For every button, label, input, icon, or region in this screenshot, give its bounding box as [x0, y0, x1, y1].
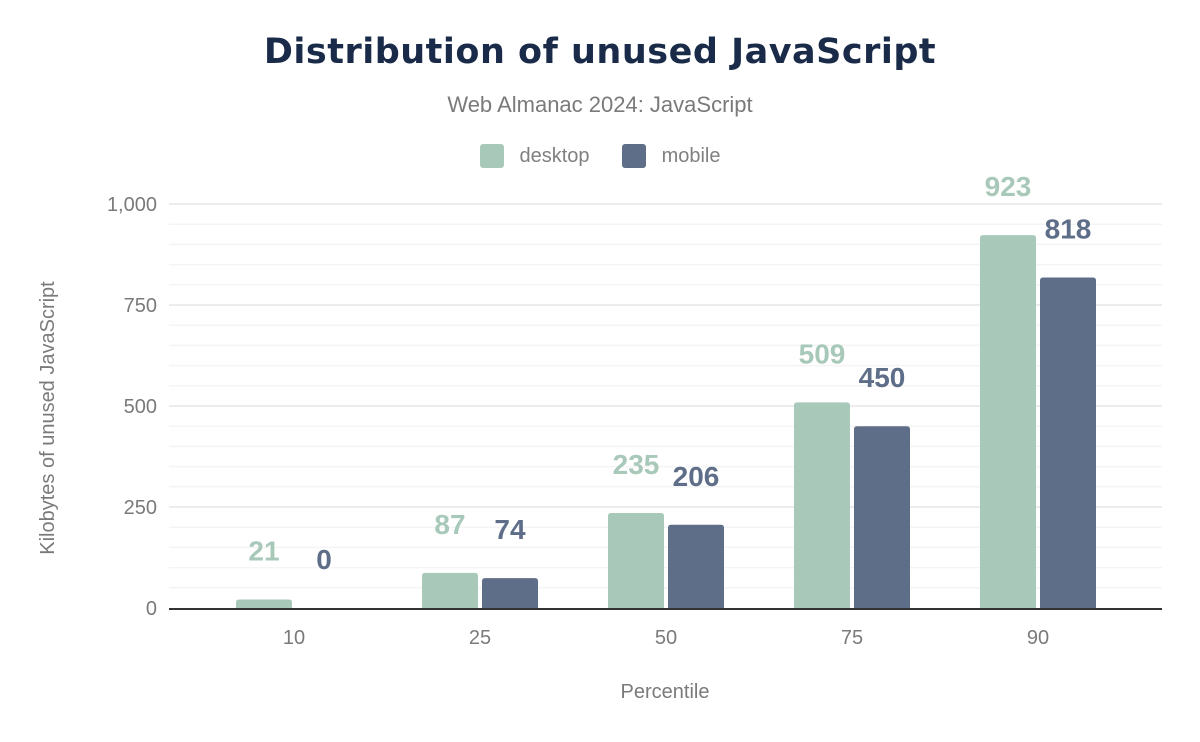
bar-desktop	[608, 513, 664, 608]
data-label-desktop: 21	[248, 536, 279, 567]
bar-mobile	[854, 426, 910, 608]
bar-desktop	[422, 572, 478, 608]
bar-mobile	[1040, 277, 1096, 608]
x-tick-label: 10	[283, 627, 305, 649]
data-label-desktop: 923	[985, 171, 1032, 202]
x-tick-label: 50	[655, 627, 677, 649]
y-tick-label: 750	[124, 295, 157, 317]
legend-label-mobile: mobile	[661, 144, 721, 167]
data-label-mobile: 74	[494, 514, 526, 545]
data-label-mobile: 818	[1045, 214, 1092, 245]
bar-desktop	[794, 402, 850, 608]
y-axis-title: Kilobytes of unused JavaScript	[37, 281, 59, 555]
data-label-desktop: 235	[613, 449, 660, 480]
data-label-mobile: 206	[673, 461, 720, 492]
legend-swatch-mobile	[621, 144, 646, 168]
x-tick-label: 25	[469, 627, 491, 649]
bar-mobile	[668, 524, 724, 608]
chart-subtitle: Web Almanac 2024: JavaScript	[447, 92, 753, 117]
legend-swatch-desktop	[479, 144, 504, 168]
y-tick-label: 250	[124, 497, 157, 519]
bar-mobile	[482, 578, 538, 608]
data-label-desktop: 509	[799, 338, 846, 369]
data-label-mobile: 0	[316, 544, 332, 575]
data-label-desktop: 87	[434, 509, 465, 540]
legend-item-desktop[interactable]: desktop	[479, 144, 590, 168]
bar-desktop	[980, 235, 1036, 608]
chart-title: Distribution of unused JavaScript	[263, 32, 937, 72]
legend: desktop mobile	[0, 144, 1200, 168]
y-tick-label: 500	[124, 396, 157, 418]
data-label-mobile: 450	[859, 362, 906, 393]
y-tick-label: 0	[146, 598, 157, 620]
x-tick-label: 75	[841, 627, 863, 649]
x-axis-title: Percentile	[621, 681, 710, 703]
legend-item-mobile[interactable]: mobile	[621, 144, 721, 168]
y-tick-label: 1,000	[107, 194, 157, 216]
legend-label-desktop: desktop	[519, 144, 590, 167]
x-tick-label: 90	[1027, 627, 1049, 649]
bar-desktop	[236, 599, 292, 608]
